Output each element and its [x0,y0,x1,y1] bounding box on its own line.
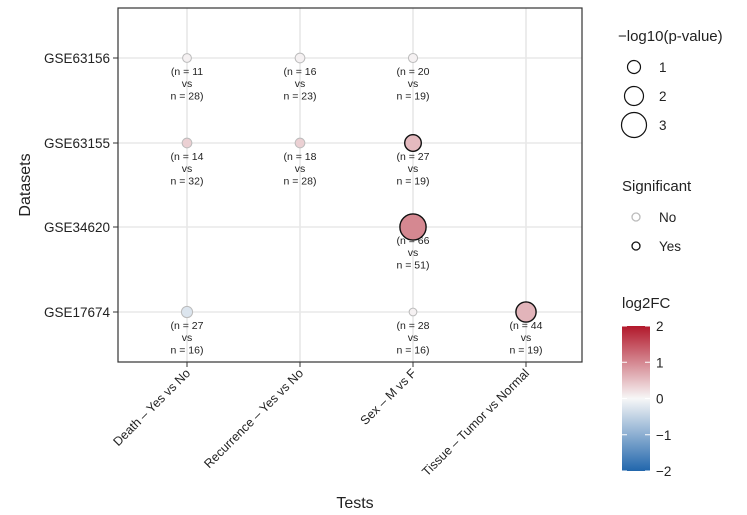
legend-significant-label: Yes [659,239,681,254]
y-tick-label: GSE34620 [44,220,110,235]
legend-size-swatch [623,85,645,107]
sample-size-label: vs [182,332,193,344]
legend-significant-swatch [631,212,641,222]
sample-size-label: (n = 20 [397,66,430,78]
colorbar-tick-label: 1 [656,355,664,370]
y-axis-title: Datasets [17,153,34,216]
legend-size-label: 3 [659,118,667,133]
data-point [294,52,306,64]
sample-size-label: vs [295,78,306,90]
sample-size-label: vs [182,163,193,175]
x-tick-label: Death – Yes vs No [110,366,193,449]
sample-size-label: n = 19) [397,175,430,187]
sample-size-label: n = 19) [510,344,543,356]
sample-size-label: n = 19) [397,90,430,102]
sample-size-label: (n = 28 [397,320,430,332]
legend-log2fc-title: log2FC [622,295,671,312]
x-tick-label: Recurrence – Yes vs No [201,366,306,471]
sample-size-label: (n = 44 [510,320,543,332]
plot-panel-background [118,8,582,362]
sample-size-label: n = 28) [284,175,317,187]
data-point [407,52,419,64]
sample-size-label: n = 16) [397,344,430,356]
data-points [180,52,537,323]
sample-size-label: vs [408,78,419,90]
sample-size-label: vs [408,163,419,175]
y-tick-label: GSE63155 [44,136,110,151]
x-tick-label: Sex – M vs F [358,366,420,428]
sample-size-label: vs [521,332,532,344]
colorbar-tick-label: −1 [656,428,671,443]
sample-size-label: n = 16) [171,344,204,356]
sample-size-label: (n = 11 [171,66,203,78]
data-point [294,137,306,149]
sample-size-label: (n = 27 [171,320,204,332]
x-tick-label: Tissue – Tumor vs Normal [419,366,532,479]
plot-panel-border [117,7,583,363]
colorbar-tick-label: 2 [656,319,664,334]
legend-significant-swatch [631,241,641,251]
sample-size-label: n = 32) [171,175,204,187]
data-point [182,53,192,63]
data-point [180,305,194,319]
legend-size-swatch [620,111,648,139]
legend-size-label: 2 [659,89,667,104]
sample-size-label: (n = 18 [284,151,317,163]
legend-pvalue: −log10(p-value) 1 2 3 [618,28,723,139]
colorbar-tick-label: −2 [656,464,671,479]
legend-size-label: 1 [659,60,667,75]
x-axis-ticks: Death – Yes vs No Recurrence – Yes vs No S… [110,362,532,479]
y-tick-label: GSE63156 [44,51,110,66]
sample-size-label: (n = 14 [171,151,204,163]
sample-size-label: vs [408,247,419,259]
x-axis-title: Tests [336,495,373,512]
y-axis-ticks: GSE63156 GSE63155 GSE34620 GSE17674 [44,51,118,320]
sample-size-label: vs [182,78,193,90]
y-tick-label: GSE17674 [44,305,111,320]
sample-size-label: vs [408,332,419,344]
legend-significant-title: Significant [622,178,692,195]
sample-size-label: n = 23) [284,90,317,102]
data-point [515,301,537,323]
legend-log2fc: log2FC 2 1 0 −1 −2 [622,295,671,479]
data-point [181,137,193,149]
legend-pvalue-title: −log10(p-value) [618,28,723,45]
legend-size-swatch [626,59,642,75]
sample-size-label: n = 51) [397,259,430,271]
colorbar-tick-label: 0 [656,392,664,407]
sample-size-label: (n = 16 [284,66,317,78]
data-point [408,307,418,317]
data-point [399,213,427,241]
grid-lines [118,8,582,362]
sample-size-label: (n = 27 [397,151,430,163]
data-point [404,133,423,152]
sample-size-label: vs [295,163,306,175]
legend-significant-label: No [659,210,676,225]
sample-size-label: n = 28) [171,90,204,102]
legend-significant: Significant No Yes [622,178,692,254]
